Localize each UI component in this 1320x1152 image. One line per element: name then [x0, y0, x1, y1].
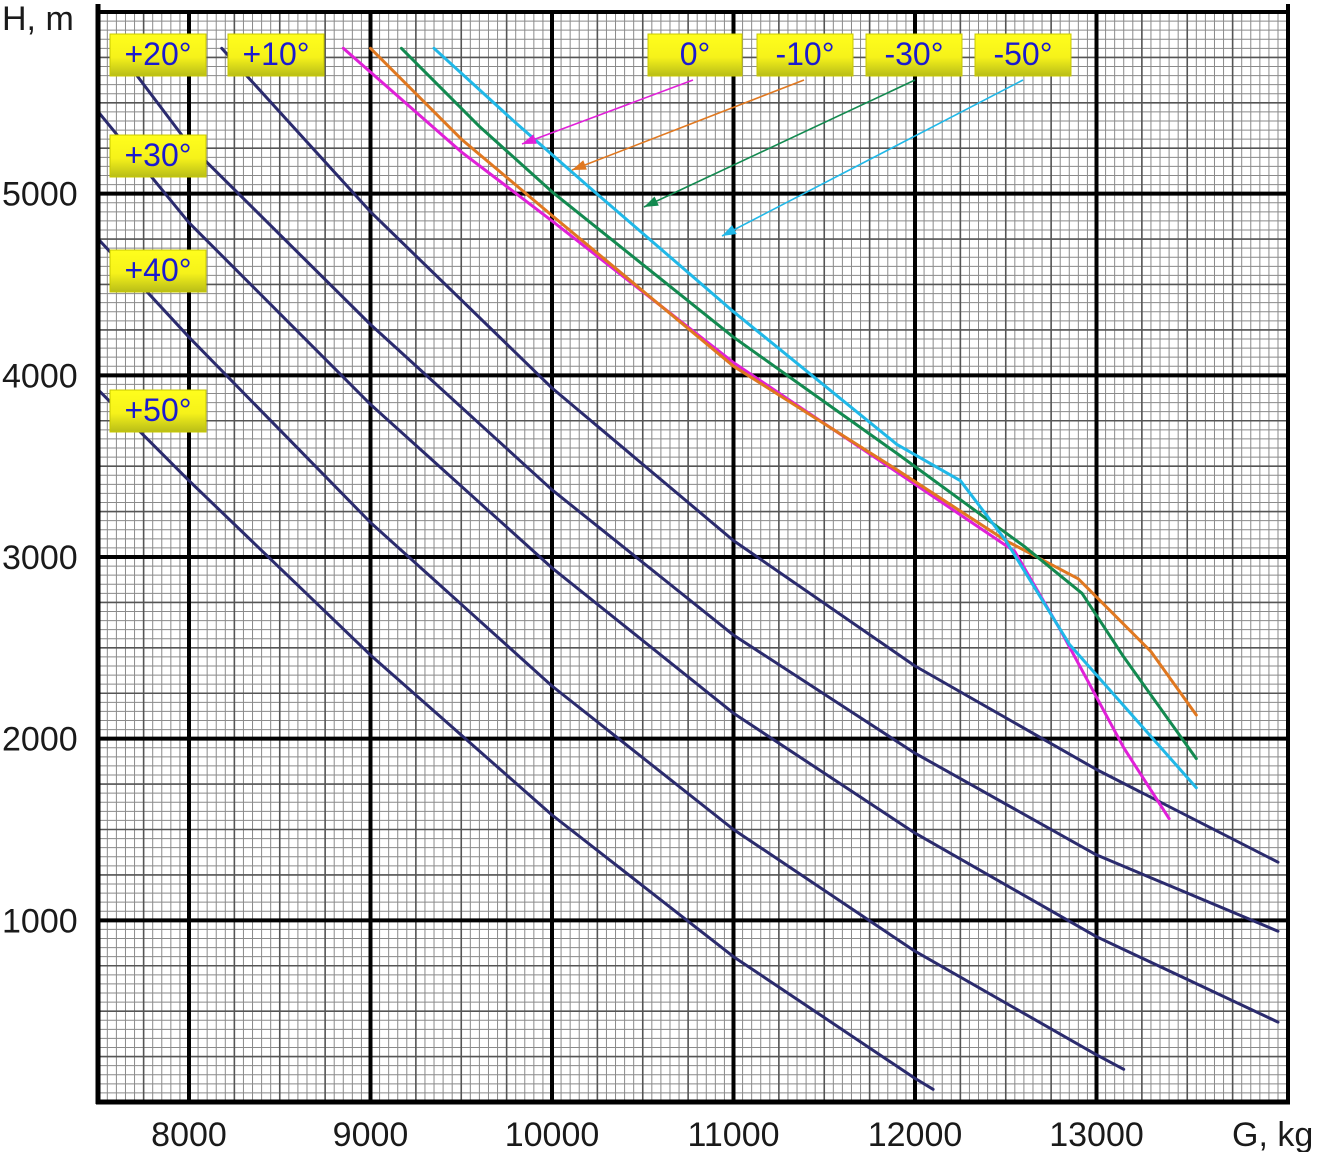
annotation-arrowhead-minus50deg: [722, 225, 737, 236]
x-tick-label: 10000: [505, 1116, 600, 1152]
annotation-arrowhead-minus30deg: [644, 196, 659, 207]
annotation-arrow-minus30deg: [643, 79, 916, 208]
series-layer: [98, 46, 1280, 1091]
label-box-plus30deg: [109, 134, 207, 178]
tick-labels: 8000 9000 10000 11000 12000 13000 1000 2000 3000…: [2, 176, 1144, 1152]
label-text-plus40deg: +40°: [124, 252, 191, 288]
series-line-minus30deg: [399, 46, 1198, 761]
label-text-plus50deg: +50°: [124, 392, 191, 428]
series-line-plus50deg: [98, 388, 935, 1091]
series-line-plus40deg: [98, 237, 1126, 1071]
x-tick-label: 8000: [151, 1116, 227, 1152]
label-text-plus30deg: +30°: [124, 137, 191, 173]
annotation-arrow-minus10deg: [571, 79, 805, 171]
label-box-minus30deg: [865, 33, 963, 77]
annotation-arrowhead-0deg: [522, 134, 537, 144]
annotation-arrowhead-minus10deg: [572, 160, 587, 170]
series-line-plus20deg: [114, 46, 1280, 933]
series-line-0deg: [341, 46, 1171, 821]
label-box-plus50deg: [109, 389, 207, 433]
series-labels: +10° +20° +30° +40° +50° 0° -10° -30° -50°: [109, 33, 1072, 433]
y-tick-label: 2000: [2, 721, 78, 759]
y-tick-label: 5000: [2, 176, 78, 214]
label-text-plus20deg: +20°: [124, 36, 191, 72]
y-tick-label: 3000: [2, 539, 78, 577]
y-axis-label: H, m: [2, 0, 74, 38]
x-tick-label: 9000: [333, 1116, 409, 1152]
label-box-plus40deg: [109, 249, 207, 293]
x-tick-label: 12000: [868, 1116, 963, 1152]
label-text-0deg: 0°: [680, 36, 711, 72]
y-tick-label: 4000: [2, 357, 78, 395]
label-box-plus10deg: [227, 33, 325, 77]
annotation-arrows: [521, 79, 1024, 237]
series-line-minus10deg: [369, 46, 1198, 717]
label-box-minus50deg: [974, 33, 1072, 77]
label-text-plus10deg: +10°: [242, 36, 309, 72]
x-tick-label: 13000: [1049, 1116, 1144, 1152]
label-text-minus10deg: -10°: [775, 36, 834, 72]
x-axis-label: G, kg: [1232, 1116, 1313, 1152]
series-line-plus10deg: [220, 46, 1280, 864]
label-box-plus20deg: [109, 33, 207, 77]
series-line-minus50deg: [432, 46, 1198, 790]
x-tick-label: 11000: [687, 1116, 779, 1152]
label-box-0deg: [647, 33, 743, 77]
label-text-minus50deg: -50°: [993, 36, 1052, 72]
axes: [95, 4, 1290, 1105]
label-text-minus30deg: -30°: [884, 36, 943, 72]
annotation-arrow-minus50deg: [721, 79, 1024, 237]
label-box-minus10deg: [756, 33, 854, 77]
y-tick-label: 1000: [2, 902, 78, 940]
annotation-arrow-0deg: [521, 79, 694, 145]
series-line-plus30deg: [98, 110, 1280, 1024]
